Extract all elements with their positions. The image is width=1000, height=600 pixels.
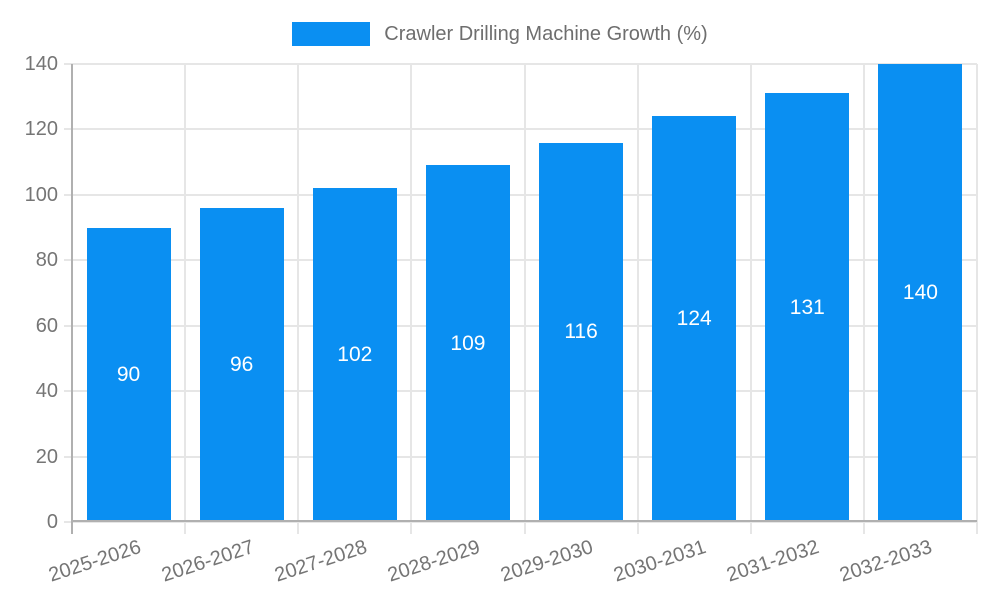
gridline-y: [64, 128, 977, 131]
legend-label: Crawler Drilling Machine Growth (%): [384, 23, 708, 45]
bar-value-label: 131: [789, 295, 825, 319]
bar[interactable]: 109: [425, 165, 510, 522]
gridline-x: [410, 64, 413, 534]
gridline-x: [523, 64, 526, 534]
bar[interactable]: 116: [539, 142, 624, 522]
bar[interactable]: 131: [765, 93, 850, 522]
gridline-y: [64, 324, 977, 327]
y-tick-label: 60: [35, 314, 58, 337]
y-tick-label: 20: [35, 445, 58, 468]
y-tick-label: 80: [35, 249, 58, 272]
gridline-y: [64, 193, 977, 196]
bar-value-label: 96: [230, 352, 254, 376]
legend-swatch: [292, 22, 371, 46]
gridline-y: [64, 63, 977, 65]
bar-value-label: 116: [564, 320, 598, 344]
gridline-y: [64, 455, 977, 458]
bar-value-label: 124: [676, 307, 712, 331]
y-tick-label: 140: [24, 53, 58, 75]
gridline-y: [64, 390, 977, 393]
gridline-y: [64, 521, 977, 523]
bar[interactable]: 96: [199, 207, 284, 522]
bar-value-label: 102: [337, 343, 373, 367]
y-axis-line: [71, 64, 73, 534]
bar[interactable]: 140: [878, 64, 963, 522]
y-tick-label: 120: [24, 118, 58, 141]
bar[interactable]: 90: [86, 227, 171, 522]
bar-value-label: 109: [450, 331, 486, 355]
bar[interactable]: 102: [312, 188, 397, 522]
x-axis-line: [72, 520, 977, 522]
gridline-x: [862, 64, 865, 534]
gridline-x: [184, 64, 187, 534]
gridline-y: [64, 259, 977, 262]
gridline-x: [636, 64, 639, 534]
y-tick-label: 100: [24, 183, 58, 206]
bar-value-label: 90: [116, 362, 141, 386]
bar[interactable]: 124: [652, 116, 737, 522]
gridline-x: [976, 64, 978, 534]
gridline-x: [749, 64, 752, 534]
y-tick-label: 0: [46, 511, 58, 533]
bar-value-label: 140: [902, 281, 938, 304]
plot-area: 0 20 40 60 80 100 120 140 90 96 102 109 116 124 131 140…: [25, 53, 978, 586]
y-tick-label: 40: [35, 380, 58, 403]
legend[interactable]: Crawler Drilling Machine Growth (%): [0, 22, 1000, 46]
gridline-x: [297, 64, 300, 534]
